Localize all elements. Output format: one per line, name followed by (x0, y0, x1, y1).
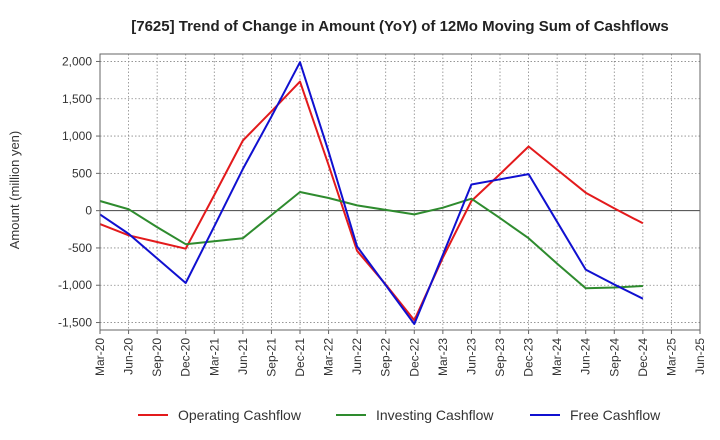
y-tick-label: -1,000 (58, 278, 92, 292)
x-tick-label: Mar-21 (207, 338, 221, 376)
series-line-investing-cashflow (99, 191, 643, 290)
chart-title: [7625] Trend of Change in Amount (YoY) o… (131, 18, 669, 35)
x-tick-label: Mar-20 (93, 338, 107, 376)
y-tick-label: 1,000 (62, 129, 92, 143)
x-tick-label: Jun-23 (464, 338, 478, 375)
y-tick-label: -1,500 (58, 316, 92, 330)
x-tick-label: Mar-22 (322, 338, 336, 376)
x-tick-label: Sep-20 (150, 338, 164, 377)
x-tick-label: Sep-22 (379, 338, 393, 377)
y-axis-label: Amount (million yen) (7, 131, 22, 250)
x-tick-label: Dec-20 (179, 338, 193, 377)
tick-layer: Mar-20 Jun-20 Sep-20 Dec-20 Mar-21 Jun-21 Sep-… (58, 54, 707, 376)
x-tick-label: Dec-22 (407, 338, 421, 377)
x-tick-label: Sep-21 (264, 338, 278, 377)
series-line-free-cashflow (99, 61, 644, 325)
y-tick-label: 500 (72, 166, 92, 180)
x-tick-label: Jun-22 (350, 338, 364, 375)
x-tick-label: Sep-24 (607, 338, 621, 377)
legend-label-free-cashflow: Free Cashflow (570, 407, 661, 423)
x-tick-label: Jun-25 (693, 338, 707, 375)
plot-frame (99, 53, 701, 331)
y-tick-label: 0 (85, 204, 92, 218)
x-tick-label: Jun-20 (122, 338, 136, 375)
y-tick-label: 2,000 (62, 54, 92, 68)
y-tick-label: 1,500 (62, 92, 92, 106)
legend-label-investing-cashflow: Investing Cashflow (376, 407, 494, 423)
x-tick-label: Jun-21 (236, 338, 250, 375)
x-tick-label: Jun-24 (579, 338, 593, 375)
x-tick-label: Dec-21 (293, 338, 307, 377)
series-layer (99, 61, 644, 325)
x-tick-label: Sep-23 (493, 338, 507, 377)
legend-label-operating-cashflow: Operating Cashflow (178, 407, 302, 423)
x-tick-label: Dec-24 (636, 338, 650, 377)
x-tick-label: Mar-23 (436, 338, 450, 376)
series-line-operating-cashflow (99, 80, 644, 322)
y-tick-label: -500 (68, 241, 92, 255)
x-tick-label: Dec-23 (522, 338, 536, 377)
x-tick-label: Mar-24 (550, 338, 564, 376)
x-tick-label: Mar-25 (664, 338, 678, 376)
legend: Operating Cashflow Investing Cashflow Free… (138, 407, 661, 423)
